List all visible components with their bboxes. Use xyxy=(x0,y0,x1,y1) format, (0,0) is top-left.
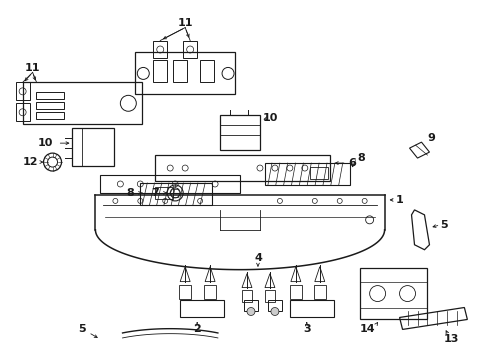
Text: 11: 11 xyxy=(25,63,41,73)
Text: 7: 7 xyxy=(151,188,159,198)
Text: 4: 4 xyxy=(253,253,262,263)
Text: 8: 8 xyxy=(357,153,365,163)
Text: 14: 14 xyxy=(359,324,375,334)
Text: 1: 1 xyxy=(395,195,403,205)
Circle shape xyxy=(270,307,278,315)
Text: 12: 12 xyxy=(23,157,38,167)
Text: 6: 6 xyxy=(347,158,355,168)
Text: 5: 5 xyxy=(79,324,86,334)
Text: 11: 11 xyxy=(177,18,193,28)
Text: 10: 10 xyxy=(262,113,277,123)
Text: 3: 3 xyxy=(303,324,310,334)
Text: 13: 13 xyxy=(443,334,458,345)
Text: 8: 8 xyxy=(126,188,134,198)
Text: 10: 10 xyxy=(38,138,53,148)
Text: 5: 5 xyxy=(440,220,447,230)
Text: 9: 9 xyxy=(427,133,434,143)
Text: 2: 2 xyxy=(193,324,201,334)
Circle shape xyxy=(246,307,254,315)
